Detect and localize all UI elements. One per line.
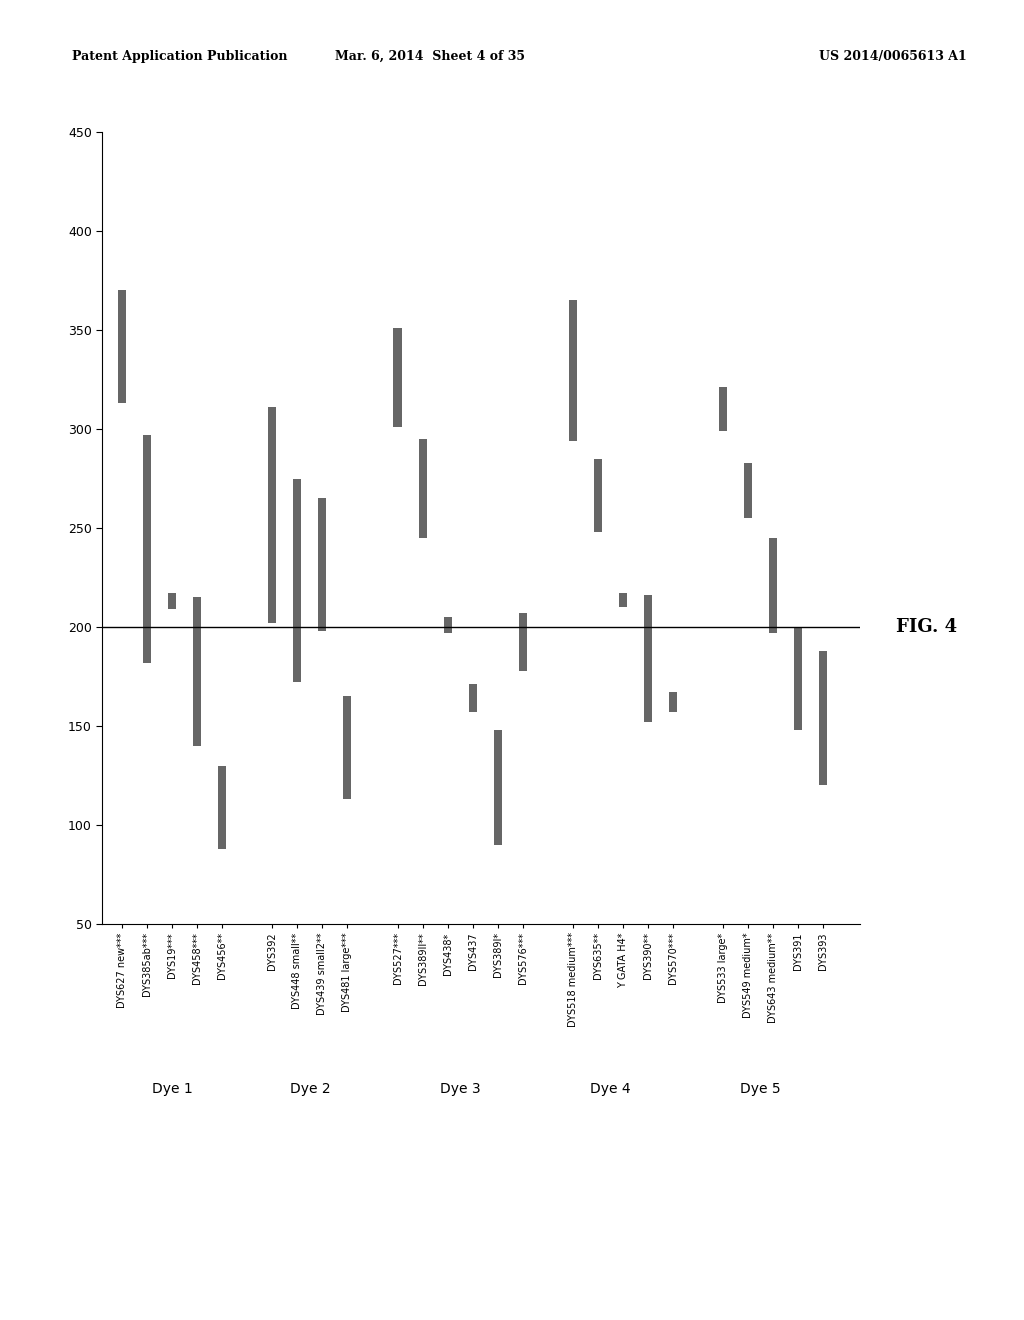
Bar	[443, 618, 452, 634]
Text: Dye 2: Dye 2	[290, 1082, 331, 1096]
Bar	[669, 693, 677, 713]
Bar	[343, 697, 351, 799]
Bar	[568, 301, 577, 441]
Bar	[594, 459, 601, 532]
Bar	[644, 595, 651, 722]
Bar	[268, 408, 276, 623]
Bar	[743, 463, 752, 519]
Text: US 2014/0065613 A1: US 2014/0065613 A1	[819, 50, 967, 62]
Bar	[469, 685, 476, 713]
Text: Dye 5: Dye 5	[739, 1082, 780, 1096]
Bar	[518, 612, 526, 671]
Text: Mar. 6, 2014  Sheet 4 of 35: Mar. 6, 2014 Sheet 4 of 35	[335, 50, 525, 62]
Bar	[494, 730, 502, 845]
Bar	[194, 597, 202, 746]
Bar	[294, 479, 301, 682]
Bar	[393, 329, 401, 428]
Bar	[218, 766, 226, 849]
Text: Dye 4: Dye 4	[590, 1082, 631, 1096]
Bar	[719, 388, 727, 432]
Bar	[419, 438, 427, 539]
Text: Dye 1: Dye 1	[152, 1082, 193, 1096]
Bar	[119, 290, 126, 404]
Bar	[769, 539, 776, 634]
Bar	[618, 594, 627, 607]
Text: Dye 3: Dye 3	[439, 1082, 480, 1096]
Bar	[143, 436, 152, 663]
Bar	[818, 651, 826, 785]
Text: Patent Application Publication: Patent Application Publication	[72, 50, 287, 62]
Bar	[318, 499, 327, 631]
Bar	[794, 627, 802, 730]
Bar	[168, 594, 176, 610]
Text: FIG. 4: FIG. 4	[896, 618, 957, 636]
